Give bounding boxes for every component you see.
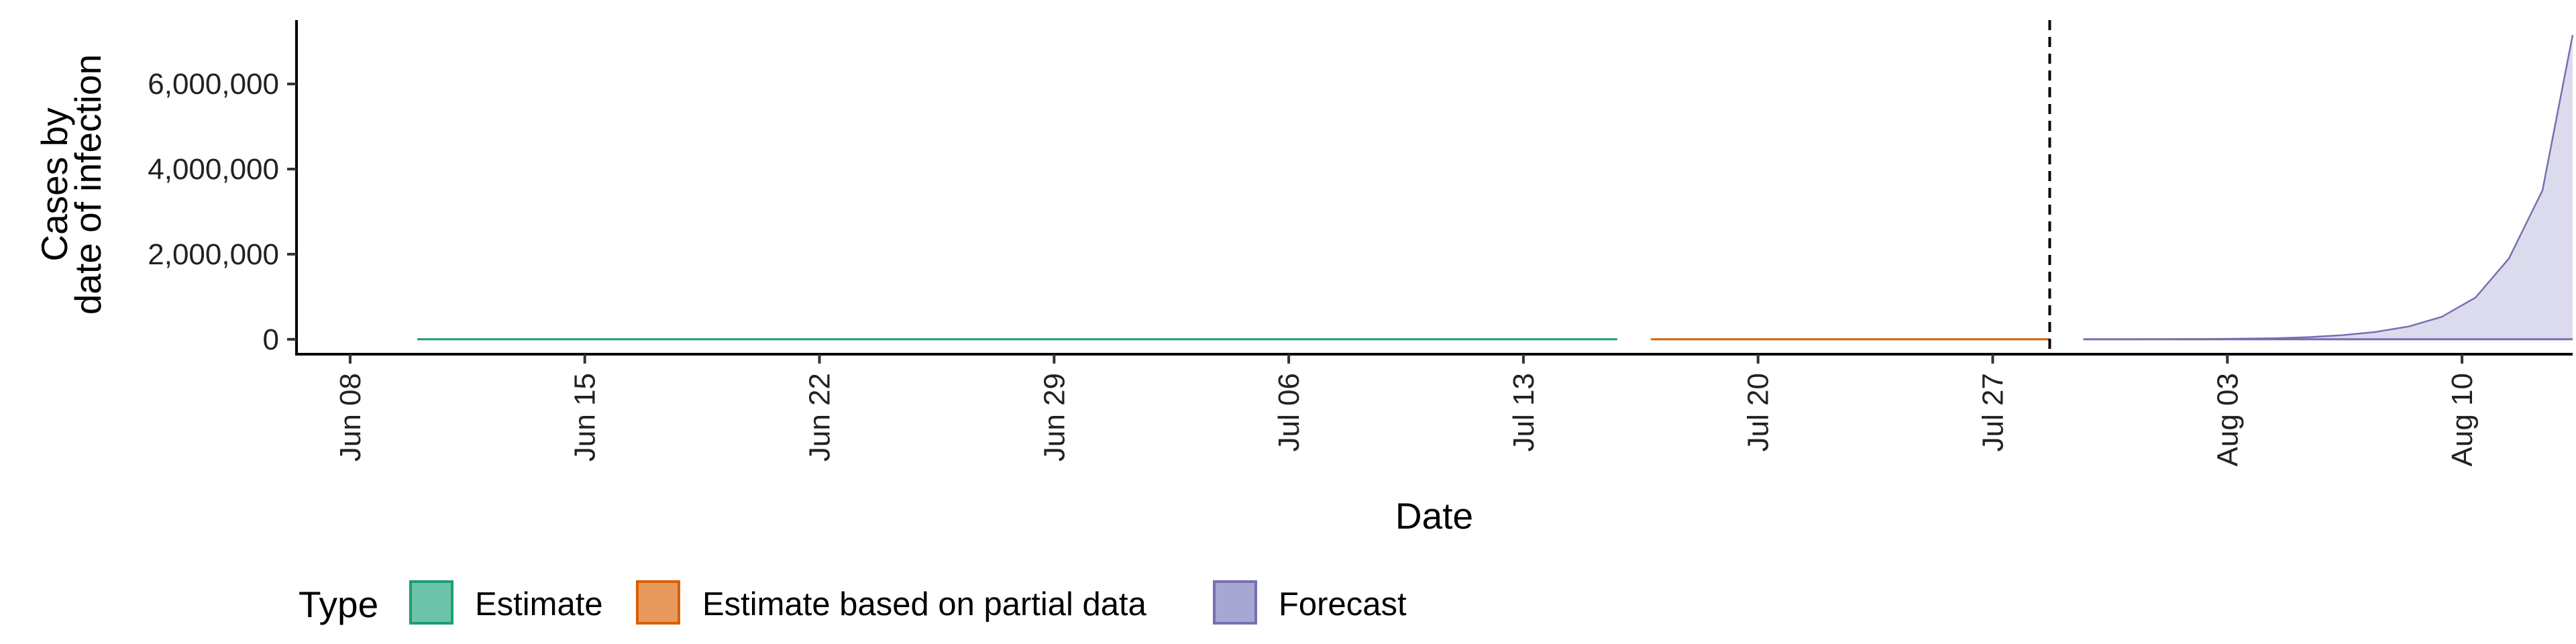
legend-label-estimate: Estimate bbox=[475, 586, 603, 623]
y-tick-label: 2,000,000 bbox=[148, 238, 279, 271]
legend: Type Estimate Estimate based on partial … bbox=[299, 580, 1407, 625]
legend-key-forecast bbox=[1213, 580, 1257, 625]
x-ticks: Jun 08 Jun 15 Jun 22 Jun 29 Jul 06 Jul 13 Jul … bbox=[334, 354, 2479, 466]
y-axis-title: Cases by date of infection bbox=[34, 54, 109, 315]
x-tick-label: Jun 15 bbox=[569, 373, 602, 462]
y-axis-title-line-2: date of infection bbox=[67, 54, 109, 315]
y-ticks: 0 2,000,000 4,000,000 6,000,000 bbox=[148, 68, 297, 356]
y-tick-label: 6,000,000 bbox=[148, 68, 279, 101]
x-tick-label: Jun 29 bbox=[1038, 373, 1071, 462]
x-tick-label: Jul 06 bbox=[1273, 373, 1305, 451]
x-tick-label: Jun 22 bbox=[804, 373, 837, 462]
x-axis-title: Date bbox=[1395, 495, 1473, 537]
legend-label-partial: Estimate based on partial data bbox=[702, 586, 1147, 623]
y-tick-label: 4,000,000 bbox=[148, 153, 279, 186]
x-tick-label: Jul 20 bbox=[1742, 373, 1775, 451]
legend-title: Type bbox=[299, 584, 378, 625]
legend-label-forecast: Forecast bbox=[1279, 586, 1407, 623]
x-tick-label: Aug 10 bbox=[2446, 373, 2479, 466]
axes bbox=[295, 20, 2573, 356]
forecast-area bbox=[2083, 35, 2573, 339]
legend-key-estimate bbox=[409, 580, 453, 625]
x-tick-label: Aug 03 bbox=[2211, 373, 2244, 466]
plot-area bbox=[417, 20, 2574, 354]
x-tick-label: Jul 27 bbox=[1977, 373, 2010, 451]
x-tick-label: Jun 08 bbox=[334, 373, 367, 462]
y-axis-title-line-1: Cases by bbox=[34, 107, 75, 262]
y-tick-label: 0 bbox=[263, 323, 279, 356]
x-tick-label: Jul 13 bbox=[1507, 373, 1540, 451]
legend-key-partial bbox=[636, 580, 680, 625]
